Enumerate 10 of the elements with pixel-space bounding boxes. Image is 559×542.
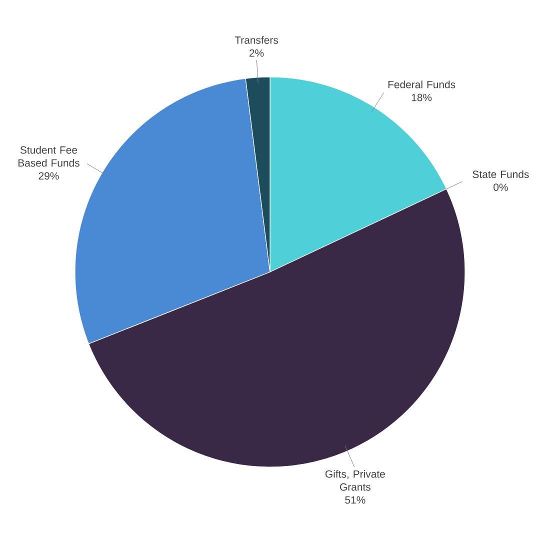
- slice-label: Transfers: [234, 36, 278, 44]
- slice-label: Gifts, Private Grants: [325, 470, 385, 491]
- text: 0%: [494, 184, 508, 191]
- data-label: 29%: [38, 172, 59, 180]
- data-label: 2%: [249, 49, 264, 57]
- slice-label: Student Fee Based Funds: [18, 146, 80, 167]
- data-label: 51%: [345, 496, 366, 504]
- data-label: 18%: [412, 94, 432, 102]
- category-label: State Funds: [472, 170, 529, 178]
- slice-label: Federal Funds: [388, 80, 456, 88]
